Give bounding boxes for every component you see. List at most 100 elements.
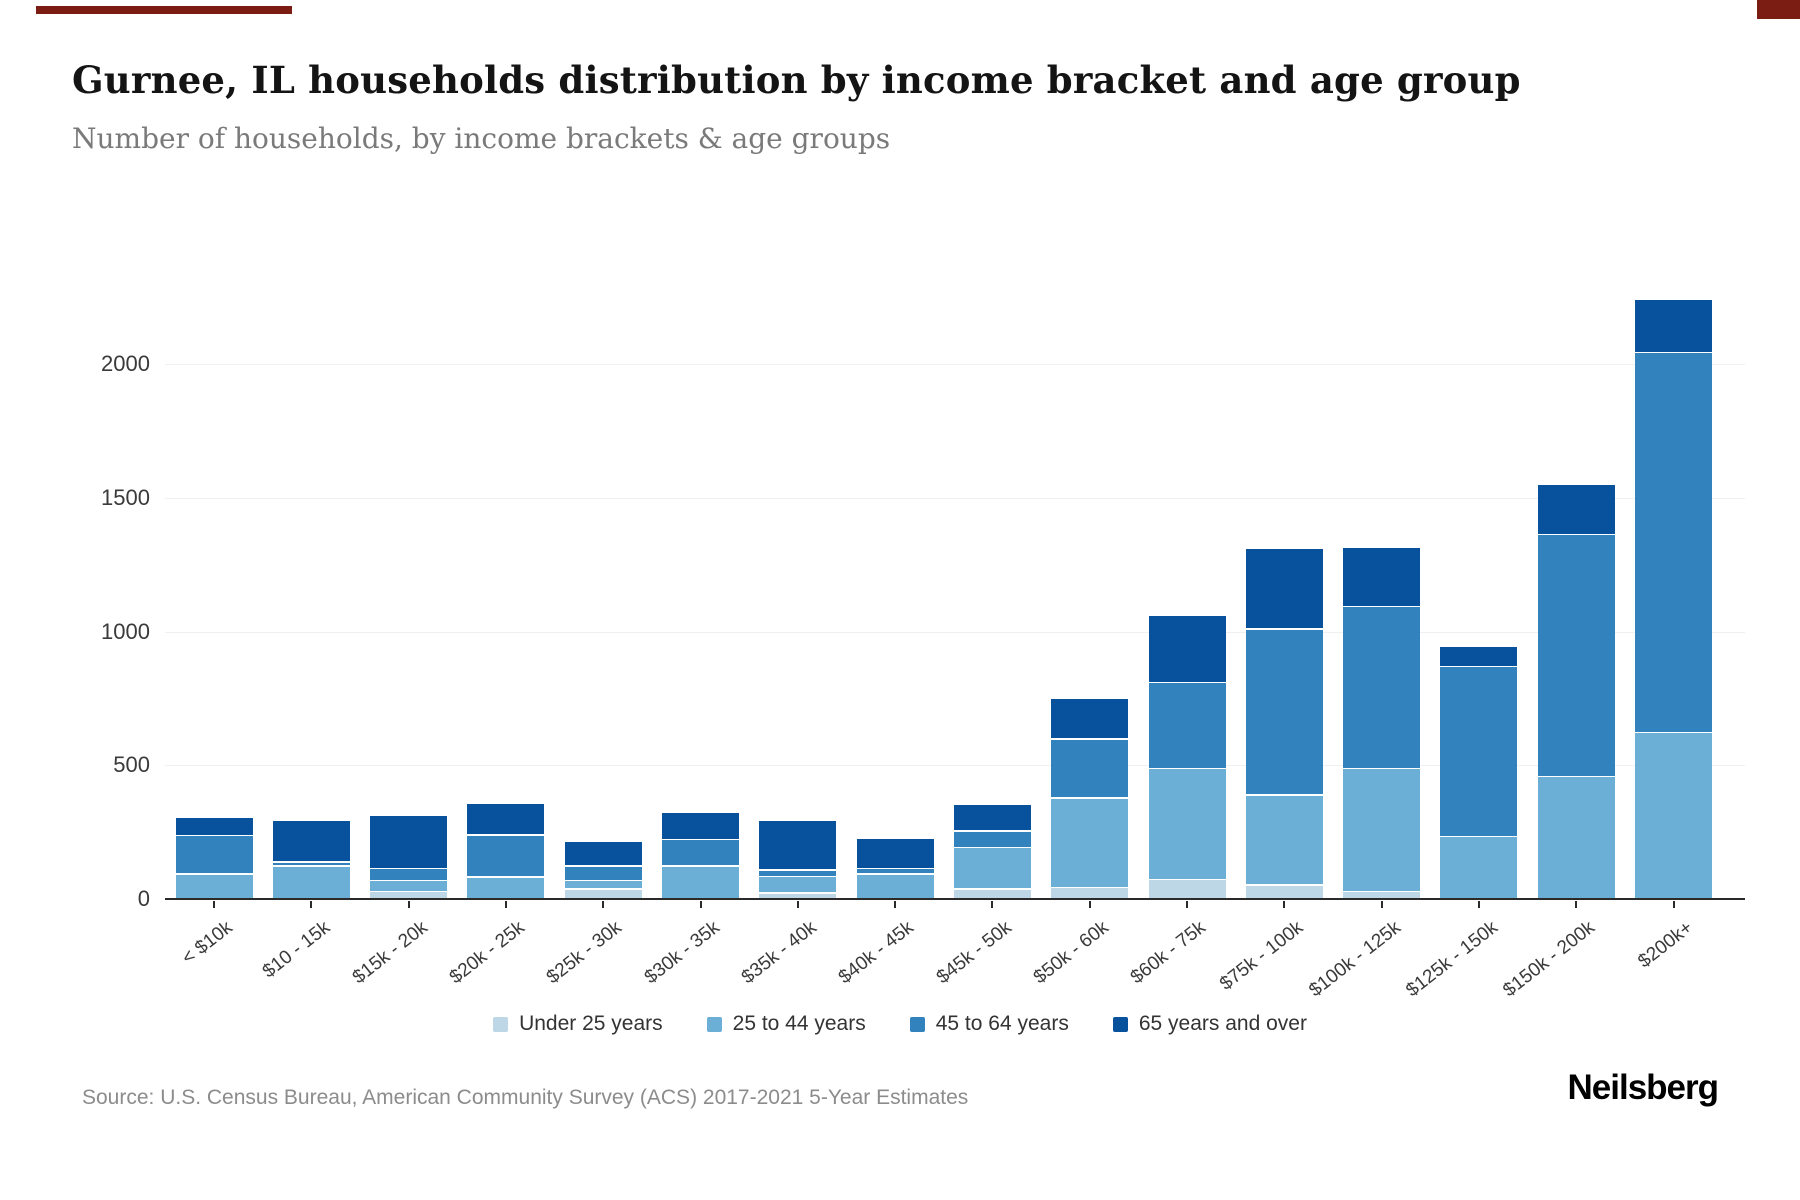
x-tick-mark (1477, 901, 1480, 908)
bar-segment[interactable] (1245, 629, 1323, 795)
bar-segment[interactable] (1051, 888, 1129, 899)
x-axis-label: $30k - 35k (640, 917, 724, 989)
x-tick-mark (1186, 901, 1188, 908)
bar-segment[interactable] (272, 866, 350, 899)
bar--35k-40k[interactable] (759, 820, 837, 899)
bar--100k-125k[interactable] (1343, 548, 1421, 899)
bar-segment[interactable] (1537, 777, 1615, 899)
bar--150k-200k[interactable] (1537, 485, 1615, 899)
bar-segment[interactable] (1343, 769, 1421, 891)
bar-segment[interactable] (662, 840, 739, 866)
x-tick-mark (991, 901, 994, 908)
x-axis-label: $75k - 100k (1216, 917, 1308, 995)
bar--10k[interactable] (175, 818, 253, 899)
bar-segment[interactable] (1343, 607, 1421, 768)
bar-segment[interactable] (759, 870, 837, 876)
bar-segment[interactable] (1537, 535, 1615, 776)
bar-segment[interactable] (1245, 885, 1323, 899)
bar-segment[interactable] (272, 821, 350, 862)
bar-segment[interactable] (759, 820, 837, 870)
legend-item-25-to-44-years[interactable]: 25 to 44 years (706, 1012, 866, 1036)
bar-segment[interactable] (370, 869, 448, 880)
x-axis-label: $200k+ (1633, 917, 1697, 973)
bar-segment[interactable] (1343, 548, 1421, 606)
bar-segment[interactable] (564, 866, 642, 880)
bar--40k-45k[interactable] (856, 838, 934, 899)
bar-segment[interactable] (467, 803, 545, 835)
gridline-2000 (165, 364, 1745, 365)
x-tick-mark (213, 901, 215, 908)
bar-segment[interactable] (953, 831, 1031, 847)
bar-segment[interactable] (1051, 739, 1129, 798)
x-tick-mark (407, 901, 410, 908)
bar-segment[interactable] (1148, 616, 1226, 682)
bar-segment[interactable] (370, 881, 448, 891)
bar-segment[interactable] (662, 813, 739, 839)
bar-segment[interactable] (1051, 699, 1129, 739)
bar--45k-50k[interactable] (953, 804, 1031, 899)
x-axis-label: $20k - 25k (445, 917, 529, 989)
bar-segment[interactable] (1635, 733, 1712, 899)
bar-segment[interactable] (1245, 549, 1323, 629)
x-tick-mark (1575, 901, 1578, 908)
bar--60k-75k[interactable] (1148, 616, 1226, 899)
top-left-accent-bar (36, 6, 292, 14)
x-tick-mark (1283, 901, 1286, 908)
bar-segment[interactable] (759, 877, 837, 893)
bar-segment[interactable] (856, 874, 934, 899)
bar-segment[interactable] (175, 836, 253, 874)
x-axis-label: $40k - 45k (835, 917, 919, 989)
bar--25k-30k[interactable] (564, 842, 642, 899)
bar-segment[interactable] (564, 842, 642, 866)
bar-segment[interactable] (1635, 353, 1712, 732)
bar-segment[interactable] (1148, 683, 1226, 768)
bar--50k-60k[interactable] (1051, 699, 1129, 899)
bar-segment[interactable] (1148, 880, 1226, 899)
x-axis-label: $35k - 40k (737, 917, 821, 989)
bar-segment[interactable] (1148, 769, 1226, 879)
y-axis-tick-label: 1000 (101, 618, 150, 644)
bar-segment[interactable] (1343, 892, 1421, 899)
bar-segment[interactable] (856, 838, 934, 868)
bar-segment[interactable] (1635, 299, 1712, 352)
bar--75k-100k[interactable] (1245, 549, 1323, 899)
neilsberg-logo[interactable]: Neilsberg (1567, 1068, 1719, 1107)
bar-segment[interactable] (1245, 795, 1323, 885)
bar-segment[interactable] (953, 889, 1031, 899)
bar-segment[interactable] (953, 848, 1031, 889)
bar-segment[interactable] (759, 893, 837, 899)
bar-segment[interactable] (370, 892, 448, 899)
bar-segment[interactable] (175, 874, 253, 899)
bar-segment[interactable] (467, 877, 545, 899)
bar-segment[interactable] (467, 835, 545, 877)
x-axis-label: $50k - 60k (1029, 917, 1113, 989)
x-axis-label: $60k - 75k (1127, 917, 1210, 989)
legend-item-45-to-64-years[interactable]: 45 to 64 years (909, 1012, 1069, 1036)
bar--30k-35k[interactable] (662, 813, 739, 899)
bar-segment[interactable] (1051, 798, 1129, 887)
bar-segment[interactable] (1440, 647, 1518, 666)
bar-segment[interactable] (662, 866, 739, 899)
bar-segment[interactable] (564, 881, 642, 889)
bar-segment[interactable] (1537, 485, 1615, 534)
bar-segment[interactable] (272, 862, 350, 866)
bar-segment[interactable] (856, 869, 934, 874)
bar-segment[interactable] (1440, 837, 1518, 899)
bar--10-15k[interactable] (272, 821, 350, 899)
bar--20k-25k[interactable] (467, 803, 545, 899)
bar--15k-20k[interactable] (370, 815, 448, 899)
bar--125k-150k[interactable] (1440, 647, 1518, 899)
x-axis-line (165, 898, 1745, 900)
legend-item-under-25-years[interactable]: Under 25 years (493, 1012, 663, 1036)
bar-segment[interactable] (175, 818, 253, 835)
bar-segment[interactable] (370, 815, 448, 868)
bar-segment[interactable] (1440, 667, 1518, 836)
legend-label: 65 years and over (1138, 1012, 1307, 1035)
legend-swatch (706, 1016, 722, 1032)
bar--200k+[interactable] (1635, 299, 1712, 899)
bar-segment[interactable] (953, 804, 1031, 831)
bar-segment[interactable] (564, 889, 642, 899)
y-axis-tick-label: 2000 (101, 351, 150, 376)
legend-item-65-years-and-over[interactable]: 65 years and over (1112, 1012, 1307, 1036)
